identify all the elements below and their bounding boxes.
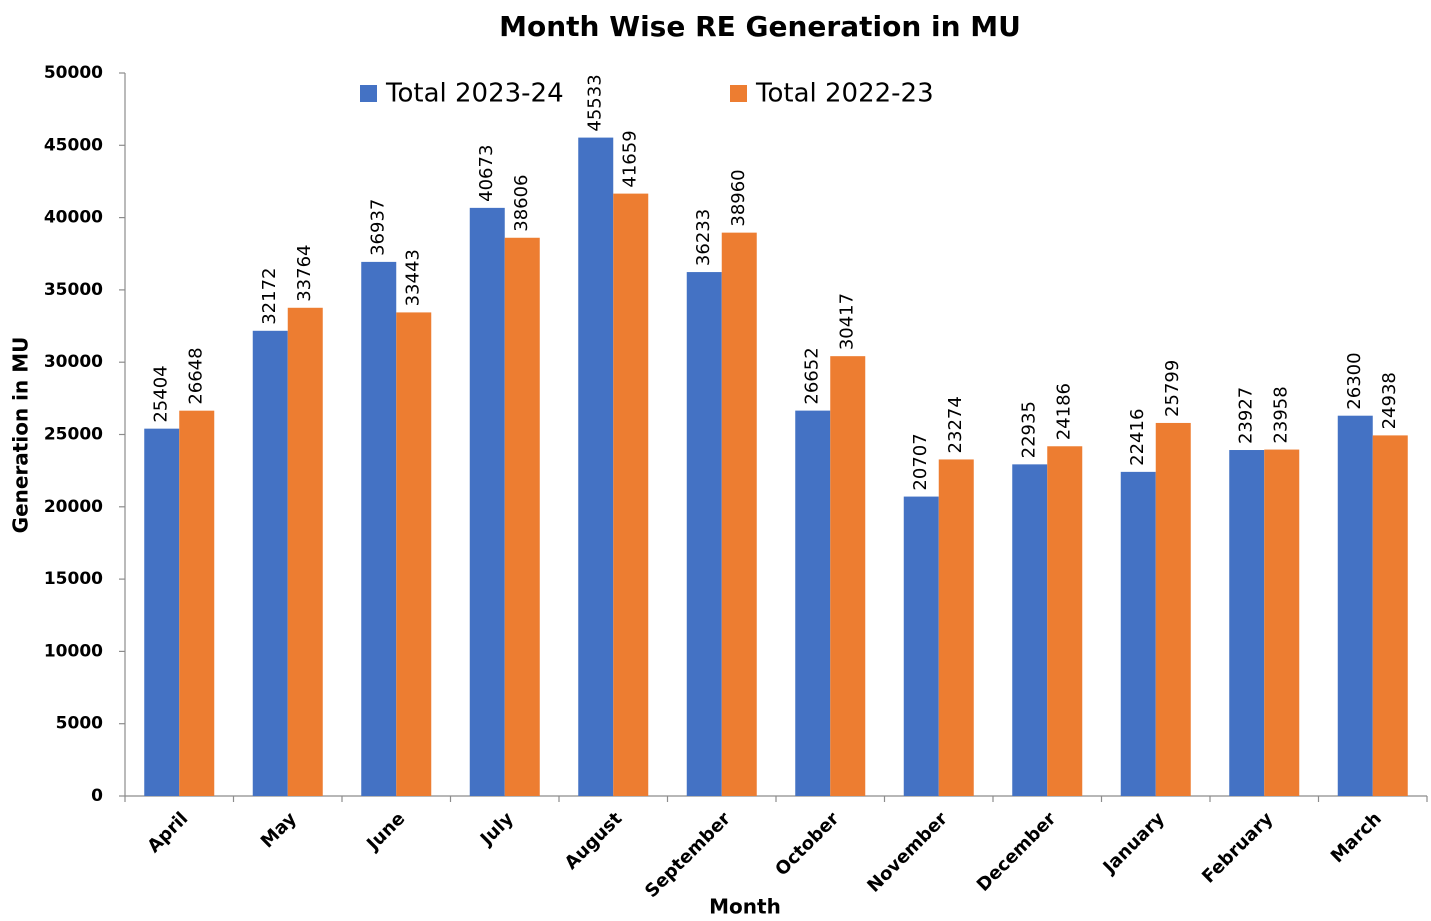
value-label: 32172 <box>259 268 280 325</box>
x-tick-label: January <box>1098 808 1169 879</box>
bar <box>1229 450 1265 796</box>
bar <box>613 193 649 797</box>
value-label: 25799 <box>1162 360 1183 417</box>
bar <box>1047 446 1083 796</box>
value-label: 20707 <box>910 433 931 490</box>
bar <box>469 207 505 797</box>
x-tick-label: December <box>973 808 1061 896</box>
bar <box>1372 435 1408 796</box>
value-label: 22935 <box>1019 401 1040 458</box>
x-tick-label: October <box>771 808 843 880</box>
x-tick-label: September <box>641 808 735 902</box>
x-tick-label: July <box>475 808 518 851</box>
value-label: 36233 <box>693 209 714 266</box>
value-label: 26300 <box>1344 352 1365 409</box>
y-tick-label: 25000 <box>44 425 103 445</box>
y-tick-label: 35000 <box>44 280 103 300</box>
value-label: 23927 <box>1236 387 1257 444</box>
legend-label: Total 2023-24 <box>385 79 564 109</box>
bar <box>504 237 540 797</box>
legend-label: Total 2022-23 <box>755 79 934 109</box>
value-label: 25404 <box>151 365 172 422</box>
bar <box>287 307 323 796</box>
value-label: 30417 <box>837 293 858 350</box>
x-axis-title: Month <box>709 895 781 919</box>
bar <box>361 261 397 796</box>
bar <box>144 428 180 796</box>
y-tick-label: 40000 <box>44 208 103 228</box>
bar <box>686 272 722 797</box>
bar <box>179 410 215 796</box>
x-tick-label: May <box>257 808 301 852</box>
bar <box>1155 422 1191 796</box>
y-tick-label: 10000 <box>44 641 103 661</box>
value-label: 26652 <box>802 347 823 404</box>
y-axis-title: Generation in MU <box>9 337 33 534</box>
y-tick-label: 30000 <box>44 352 103 372</box>
x-tick-label: August <box>561 808 627 874</box>
y-tick-label: 0 <box>91 786 103 806</box>
legend-swatch <box>730 85 747 102</box>
y-tick-label: 20000 <box>44 497 103 517</box>
value-label: 26648 <box>186 347 207 404</box>
bar <box>1264 449 1300 796</box>
bar <box>578 137 614 796</box>
bar <box>1012 464 1048 796</box>
x-tick-label: February <box>1198 808 1277 887</box>
value-label: 38960 <box>728 169 749 226</box>
legend-swatch <box>360 85 377 102</box>
value-label: 38606 <box>511 174 532 231</box>
bar <box>903 496 939 796</box>
value-label: 36937 <box>368 199 389 256</box>
value-label: 23274 <box>945 396 966 453</box>
bar <box>1337 415 1373 796</box>
bar <box>396 312 432 796</box>
value-label: 24186 <box>1054 383 1075 440</box>
value-label: 22416 <box>1127 409 1148 466</box>
value-label: 33764 <box>294 245 315 302</box>
bar <box>721 232 757 796</box>
y-tick-label: 5000 <box>56 714 103 734</box>
chart-title: Month Wise RE Generation in MU <box>499 10 1021 43</box>
bar <box>252 330 288 796</box>
value-label: 45533 <box>585 74 606 131</box>
y-tick-label: 15000 <box>44 569 103 589</box>
value-label: 40673 <box>476 145 497 202</box>
bar <box>795 410 831 796</box>
x-tick-label: April <box>143 808 192 857</box>
value-label: 33443 <box>403 249 424 306</box>
y-tick-label: 50000 <box>44 63 103 83</box>
value-label: 41659 <box>620 130 641 187</box>
bar <box>1120 471 1156 796</box>
value-label: 24938 <box>1379 372 1400 429</box>
bar <box>830 356 866 796</box>
x-tick-label: March <box>1327 808 1386 867</box>
x-tick-label: November <box>863 808 952 897</box>
y-tick-label: 45000 <box>44 135 103 155</box>
x-tick-label: June <box>362 808 410 856</box>
bar <box>938 459 974 796</box>
value-label: 23958 <box>1271 386 1292 443</box>
